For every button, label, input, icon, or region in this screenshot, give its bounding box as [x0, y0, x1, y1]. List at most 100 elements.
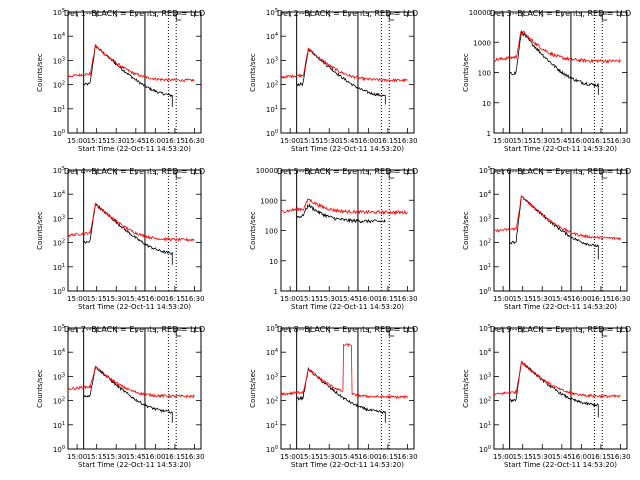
y-tick-label: 100: [266, 445, 278, 454]
x-tick-label: 16:00: [358, 453, 378, 461]
x-tick-label: 16:15: [591, 295, 611, 303]
x-tick-label: 15:30: [532, 295, 552, 303]
y-axis-label: Counts/sec: [462, 53, 470, 92]
y-tick-label: 101: [479, 263, 491, 272]
series-lld-line: [67, 202, 195, 242]
y-tick-label: 102: [266, 81, 278, 90]
x-tick-label: 16:30: [610, 137, 630, 145]
y-tick-label: 100: [265, 228, 278, 236]
x-tick-label: 16:00: [571, 453, 591, 461]
y-tick-label: 102: [479, 239, 491, 248]
series-events-line: [83, 44, 173, 107]
y-tick-label: 105: [53, 166, 65, 175]
x-tick-label: 15:30: [319, 137, 339, 145]
y-tick-label: 102: [479, 397, 491, 406]
x-tick-label: 16:15: [591, 453, 611, 461]
y-tick-label: 100: [53, 445, 65, 454]
y-axis-label: Counts/sec: [249, 211, 257, 250]
y-axis-label: Counts/sec: [36, 369, 44, 408]
x-tick-label: 16:00: [571, 137, 591, 145]
x-axis-label: Start Time (22-Oct-11 14:53:20): [504, 461, 617, 469]
x-tick-label: 15:15: [87, 453, 107, 461]
panel-det-4: Det 4--BLACK = Events, RED = LLD 15:00 15:…: [36, 166, 205, 311]
panel-title: Det 6--BLACK = Events, RED = LLD: [490, 167, 631, 176]
y-tick-label: 103: [266, 56, 278, 65]
c-marker: [601, 329, 608, 337]
x-tick-label: 15:15: [513, 137, 533, 145]
x-tick-label: 15:00: [493, 453, 513, 461]
x-tick-label: 15:15: [87, 295, 107, 303]
y-tick-label: 10000: [469, 9, 491, 17]
x-axis-label: Start Time (22-Oct-11 14:53:20): [291, 303, 404, 311]
y-tick-label: 104: [266, 348, 278, 357]
plot-frame: [280, 169, 415, 292]
y-tick-label: 103: [479, 214, 491, 223]
plot-frame: [280, 327, 415, 450]
x-tick-label: 15:00: [493, 295, 513, 303]
y-tick-label: 103: [53, 214, 65, 223]
x-tick-label: 16:00: [145, 453, 165, 461]
panel-title: Det 3--BLACK = Events, RED = LLD: [490, 9, 631, 18]
x-tick-label: 15:30: [106, 137, 126, 145]
series-lld-line: [280, 343, 408, 400]
plot-frame: [67, 169, 202, 292]
x-tick-label: 15:45: [126, 453, 146, 461]
x-tick-label: 16:00: [145, 295, 165, 303]
y-tick-label: 105: [266, 324, 278, 333]
c-marker: [601, 171, 608, 179]
y-tick-label: 102: [53, 239, 65, 248]
plot-frame: [67, 327, 202, 450]
x-tick-label: 15:00: [67, 295, 87, 303]
c-marker: [175, 13, 182, 21]
series-lld-line: [493, 360, 621, 399]
x-tick-label: 15:15: [87, 137, 107, 145]
x-tick-label: 15:15: [300, 295, 320, 303]
y-tick-label: 103: [266, 372, 278, 381]
y-tick-label: 100: [53, 129, 65, 138]
x-tick-label: 16:30: [184, 137, 204, 145]
x-tick-label: 16:15: [165, 295, 185, 303]
x-tick-label: 15:15: [300, 137, 320, 145]
y-tick-label: 100: [478, 70, 491, 78]
x-tick-label: 16:30: [610, 295, 630, 303]
x-tick-label: 16:30: [397, 137, 417, 145]
panel-title: Det 9--BLACK = Events, RED = LLD: [490, 325, 631, 334]
y-tick-label: 105: [479, 324, 491, 333]
y-tick-label: 100: [53, 287, 65, 296]
series-lld-line: [67, 365, 195, 399]
plot-frame: [493, 327, 628, 450]
x-axis-label: Start Time (22-Oct-11 14:53:20): [78, 145, 191, 153]
x-axis-label: Start Time (22-Oct-11 14:53:20): [78, 461, 191, 469]
x-tick-label: 15:45: [126, 137, 146, 145]
x-tick-label: 16:00: [145, 137, 165, 145]
series-lld-line: [67, 44, 195, 83]
y-tick-label: 102: [53, 81, 65, 90]
x-tick-label: 16:15: [378, 137, 398, 145]
x-tick-label: 15:30: [319, 295, 339, 303]
c-marker: [601, 13, 608, 21]
y-tick-label: 105: [53, 324, 65, 333]
x-axis-label: Start Time (22-Oct-11 14:53:20): [291, 145, 404, 153]
x-tick-label: 15:45: [552, 295, 572, 303]
series-events-line: [296, 203, 386, 224]
y-tick-label: 10: [482, 100, 491, 108]
c-marker: [175, 171, 182, 179]
x-tick-label: 15:00: [280, 295, 300, 303]
y-tick-label: 104: [53, 190, 65, 199]
y-tick-label: 104: [479, 190, 491, 199]
series-lld-line: [493, 29, 621, 64]
panel-title: Det 4--BLACK = Events, RED = LLD: [64, 167, 205, 176]
y-tick-label: 1: [487, 130, 491, 138]
y-axis-label: Counts/sec: [249, 369, 257, 408]
series-events-line: [509, 361, 599, 418]
y-tick-label: 103: [479, 372, 491, 381]
y-tick-label: 101: [53, 421, 65, 430]
y-tick-label: 100: [266, 129, 278, 138]
x-tick-label: 15:00: [493, 137, 513, 145]
y-tick-label: 102: [266, 397, 278, 406]
